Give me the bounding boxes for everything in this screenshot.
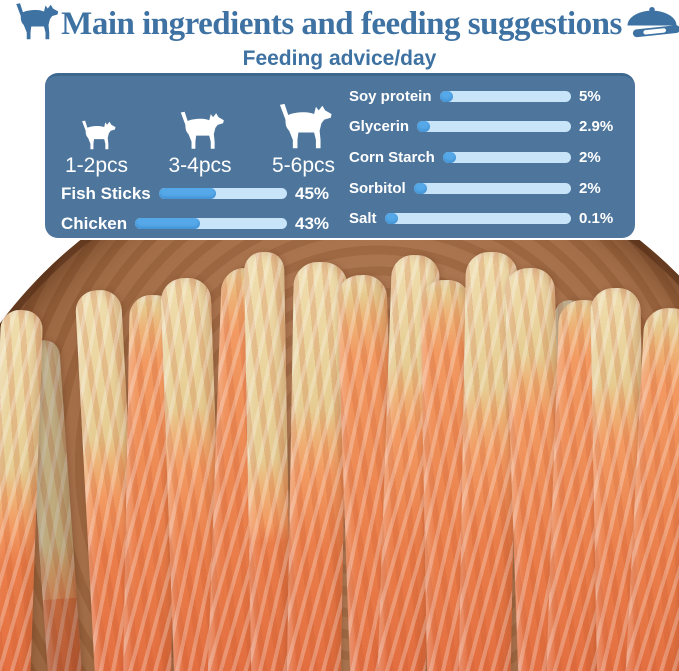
ingredient-bar-track — [135, 218, 287, 229]
dog-size-pictograms: 1-2pcs 3-4pcs 5-6pcs — [61, 86, 339, 178]
ingredient-label: Salt — [349, 210, 377, 228]
ingredient-row-soy-protein: Soy protein 5% — [349, 82, 619, 111]
ingredient-bar-fill — [442, 151, 456, 163]
ingredient-bar-fill — [439, 90, 453, 102]
ingredient-row-corn-starch: Corn Starch 2% — [349, 143, 619, 172]
pieces-label: 1-2pcs — [65, 154, 129, 177]
ingredient-label: Fish Sticks — [61, 183, 151, 203]
large-dog-size: 5-6pcs — [272, 103, 335, 178]
ingredient-bar-fill — [135, 218, 201, 229]
ingredient-value: 5% — [579, 87, 601, 105]
product-photo — [0, 240, 679, 671]
pieces-label: 5-6pcs — [271, 154, 335, 177]
subtitle-row: Feeding advice/day — [0, 46, 679, 72]
treat-stick-texture — [243, 251, 293, 671]
ingredient-value: 43% — [295, 213, 330, 233]
ingredient-bar-fill — [413, 182, 427, 194]
dog-icon — [11, 2, 59, 47]
ingredient-bar-track — [439, 90, 571, 102]
feeding-advice-panel: 1-2pcs 3-4pcs 5-6pcs Fish Sticks 45% Chi… — [45, 73, 635, 238]
medium-dog-size: 3-4pcs — [168, 111, 232, 178]
ingredient-value: 0.1% — [579, 210, 614, 228]
ingredient-row-fish-sticks: Fish Sticks 45% — [61, 179, 339, 208]
ingredient-column: Soy protein 5% Glycerin 2.9% Corn Starch… — [349, 76, 619, 238]
ingredient-row-salt: Salt 0.1% — [349, 204, 619, 233]
ingredient-bar-fill — [158, 188, 217, 199]
ingredient-bar-fill — [417, 121, 431, 133]
page-title: Main ingredients and feeding suggestions — [61, 5, 622, 42]
ingredient-row-chicken: Chicken 43% — [61, 209, 339, 238]
covered-dish-icon — [624, 4, 679, 45]
treat-stick — [243, 251, 293, 671]
ingredient-bar-fill — [384, 213, 398, 225]
ingredient-row-glycerin: Glycerin 2.9% — [349, 112, 619, 141]
ingredient-label: Soy protein — [349, 87, 432, 105]
header: Main ingredients and feeding suggestions — [0, 0, 679, 48]
ingredient-value: 2% — [579, 148, 601, 166]
small-dog-icon — [81, 120, 115, 150]
ingredient-bar-track — [417, 121, 571, 133]
ingredient-bar-track — [442, 151, 571, 163]
ingredient-label: Chicken — [61, 213, 128, 233]
ingredient-row-sorbitol: Sorbitol 2% — [349, 174, 619, 203]
large-dog-icon — [280, 103, 333, 149]
medium-dog-icon — [180, 111, 224, 149]
panel-subtitle: Feeding advice/day — [242, 47, 437, 70]
feeding-suggestion-column: 1-2pcs 3-4pcs 5-6pcs Fish Sticks 45% Chi… — [61, 76, 339, 238]
ingredient-bar-track — [413, 182, 571, 194]
ingredient-bar-track — [384, 213, 571, 225]
ingredient-label: Sorbitol — [349, 179, 406, 197]
ingredient-label: Corn Starch — [349, 148, 435, 166]
pieces-label: 3-4pcs — [168, 154, 232, 177]
small-dog-size: 1-2pcs — [65, 120, 128, 178]
ingredient-value: 45% — [295, 183, 330, 203]
ingredient-label: Glycerin — [349, 118, 410, 136]
ingredient-bar-track — [158, 188, 287, 199]
ingredient-value: 2.9% — [579, 118, 614, 136]
ingredient-value: 2% — [579, 179, 601, 197]
